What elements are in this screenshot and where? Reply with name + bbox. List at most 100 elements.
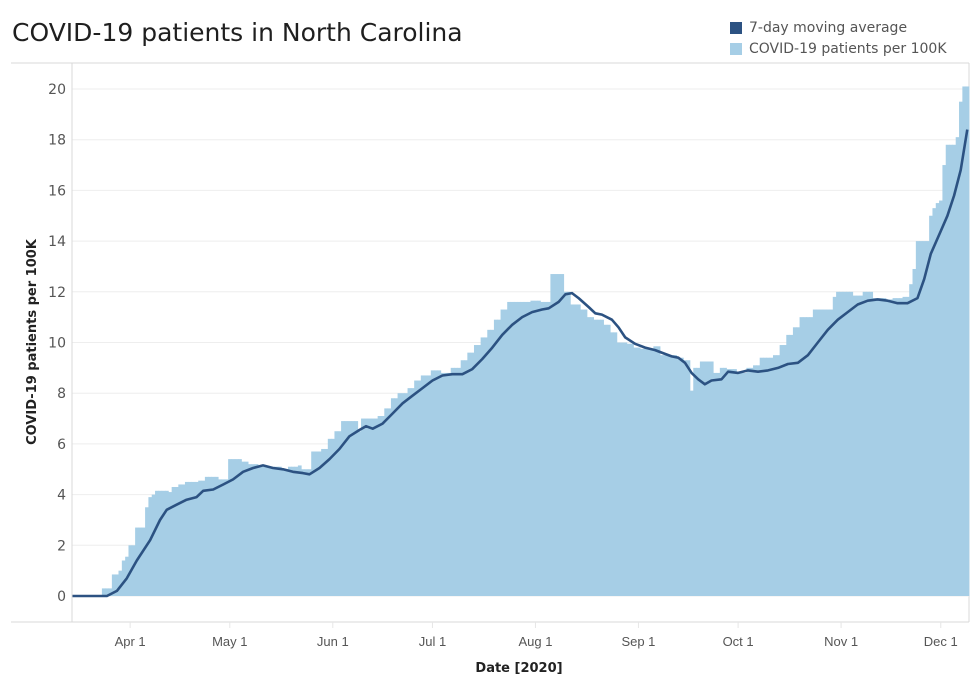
bar[interactable] (364, 418, 369, 596)
bar[interactable] (586, 317, 591, 596)
bar[interactable] (842, 291, 847, 596)
bar[interactable] (354, 421, 359, 596)
bar[interactable] (198, 480, 202, 596)
bar[interactable] (530, 300, 535, 596)
bar[interactable] (756, 365, 761, 596)
bar[interactable] (274, 466, 279, 596)
bar[interactable] (301, 469, 305, 596)
legend-item-patients[interactable]: COVID-19 patients per 100K (730, 38, 947, 59)
bar[interactable] (796, 327, 800, 596)
bar[interactable] (184, 481, 189, 596)
bar[interactable] (407, 388, 412, 596)
bar[interactable] (311, 451, 315, 596)
bar[interactable] (460, 360, 465, 596)
bar[interactable] (739, 372, 744, 596)
bar[interactable] (258, 466, 262, 596)
bar[interactable] (932, 208, 937, 596)
bar[interactable] (952, 144, 957, 596)
bar[interactable] (168, 492, 173, 596)
bar[interactable] (228, 459, 232, 596)
bar[interactable] (357, 431, 362, 596)
bar[interactable] (802, 317, 807, 596)
bar[interactable] (849, 291, 854, 596)
bar[interactable] (331, 438, 335, 596)
bar[interactable] (782, 345, 787, 596)
bar[interactable] (799, 317, 804, 596)
bar[interactable] (314, 451, 319, 596)
bar[interactable] (683, 360, 688, 596)
bar[interactable] (902, 296, 907, 596)
bar[interactable] (832, 296, 837, 596)
bar[interactable] (131, 545, 136, 596)
bar[interactable] (390, 398, 395, 596)
bar[interactable] (540, 301, 545, 596)
bar[interactable] (673, 355, 678, 596)
bar[interactable] (493, 319, 498, 596)
bar[interactable] (729, 369, 734, 596)
bar[interactable] (706, 361, 711, 596)
bar[interactable] (387, 408, 392, 596)
bar[interactable] (204, 476, 209, 596)
bar[interactable] (151, 494, 156, 596)
bar[interactable] (879, 298, 884, 596)
bar[interactable] (723, 367, 727, 596)
bar[interactable] (949, 144, 953, 596)
bar[interactable] (533, 300, 538, 596)
bar[interactable] (959, 101, 963, 597)
bar[interactable] (317, 451, 322, 596)
bar[interactable] (208, 476, 212, 596)
bar[interactable] (856, 295, 860, 596)
bar[interactable] (839, 291, 844, 596)
bar[interactable] (693, 367, 697, 596)
bar[interactable] (955, 137, 960, 597)
bar[interactable] (118, 570, 123, 596)
bar[interactable] (580, 309, 585, 596)
bar[interactable] (563, 291, 568, 596)
bar[interactable] (261, 466, 266, 596)
bar[interactable] (440, 372, 445, 596)
bar[interactable] (925, 241, 930, 596)
bar[interactable] (281, 469, 286, 596)
bar[interactable] (155, 490, 159, 596)
bar[interactable] (792, 327, 797, 596)
bar[interactable] (444, 372, 448, 596)
bar[interactable] (327, 438, 332, 596)
bar[interactable] (816, 309, 820, 596)
bar[interactable] (427, 375, 432, 596)
bar[interactable] (467, 352, 472, 596)
bar[interactable] (892, 298, 897, 596)
bar[interactable] (822, 309, 827, 596)
bar[interactable] (181, 484, 186, 596)
bar[interactable] (165, 490, 169, 596)
bar[interactable] (513, 301, 518, 596)
bar[interactable] (846, 291, 850, 596)
bar[interactable] (560, 274, 565, 596)
bar[interactable] (347, 421, 352, 596)
bar[interactable] (713, 372, 717, 596)
bar[interactable] (101, 588, 106, 596)
bar[interactable] (859, 295, 864, 596)
bar[interactable] (699, 361, 704, 596)
bar[interactable] (590, 317, 594, 596)
bar[interactable] (942, 165, 947, 597)
bar[interactable] (779, 345, 784, 596)
bar[interactable] (510, 301, 515, 596)
bar[interactable] (746, 367, 751, 596)
bar[interactable] (623, 342, 628, 597)
bar[interactable] (606, 324, 611, 596)
bar[interactable] (420, 375, 425, 596)
bar[interactable] (633, 347, 638, 596)
bar[interactable] (377, 416, 382, 596)
bar[interactable] (277, 466, 282, 596)
bar[interactable] (836, 291, 840, 596)
bar[interactable] (600, 319, 604, 596)
bar[interactable] (743, 372, 747, 596)
bar[interactable] (248, 464, 252, 596)
bar[interactable] (929, 215, 933, 596)
bar[interactable] (171, 486, 176, 596)
bar[interactable] (450, 367, 455, 596)
bar[interactable] (121, 560, 126, 596)
bar[interactable] (852, 295, 857, 596)
bar[interactable] (573, 304, 578, 596)
bar[interactable] (550, 274, 555, 596)
